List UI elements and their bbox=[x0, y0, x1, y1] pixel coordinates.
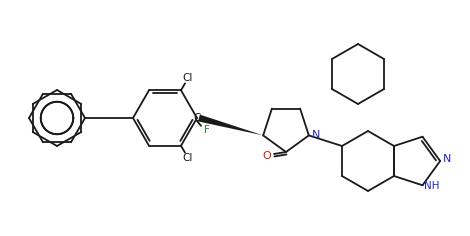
Text: O: O bbox=[263, 151, 271, 161]
Text: F: F bbox=[204, 125, 210, 135]
Text: Cl: Cl bbox=[183, 73, 193, 83]
Text: Cl: Cl bbox=[183, 153, 193, 163]
Text: N: N bbox=[443, 154, 451, 164]
Polygon shape bbox=[198, 115, 263, 135]
Text: NH: NH bbox=[424, 181, 439, 191]
Text: N: N bbox=[312, 131, 320, 140]
Text: C: C bbox=[193, 113, 201, 123]
